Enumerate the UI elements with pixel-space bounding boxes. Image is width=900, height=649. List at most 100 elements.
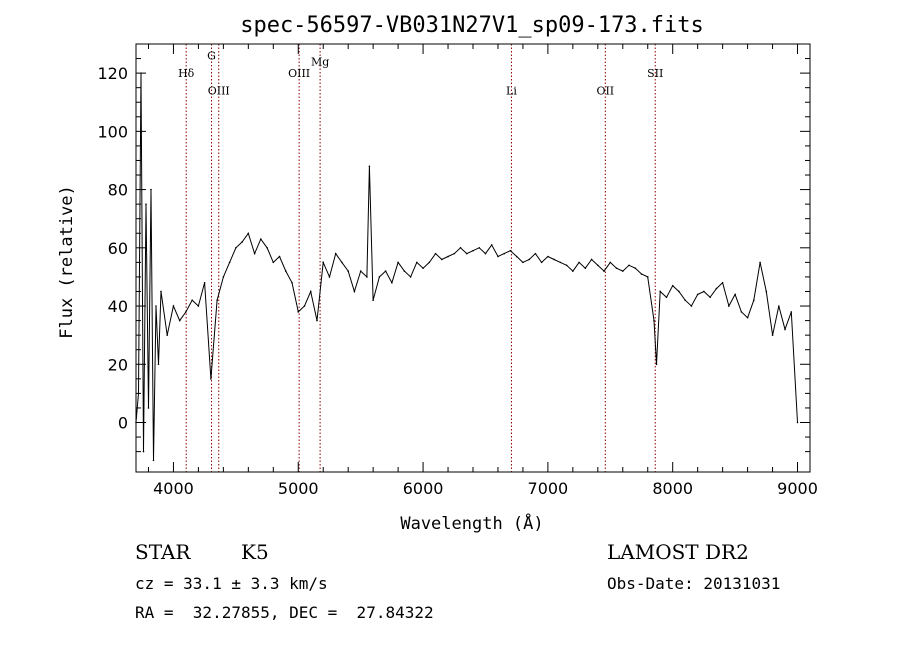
- flux-point: [703, 290, 705, 293]
- redshift-readout: cz = 33.1 ± 3.3 km/s: [135, 574, 328, 593]
- flux-point: [384, 270, 387, 272]
- flux-point: [603, 270, 605, 272]
- flux-point: [597, 264, 599, 267]
- flux-point: [572, 270, 574, 272]
- flux-point: [403, 270, 406, 272]
- spectral-line-label: OIII: [208, 85, 230, 98]
- flux-point: [484, 252, 487, 255]
- flux-point: [784, 328, 786, 331]
- spectral-line-label: OII: [596, 85, 614, 98]
- flux-point: [178, 319, 181, 322]
- flux-point: [235, 247, 237, 249]
- flux-line: [135, 73, 798, 461]
- flux-point: [353, 290, 356, 293]
- flux-point: [322, 261, 325, 264]
- flux-point: [428, 261, 431, 264]
- flux-point: [247, 232, 250, 235]
- flux-point: [253, 252, 256, 255]
- flux-point: [478, 247, 481, 249]
- flux-point: [628, 264, 630, 267]
- flux-point: [522, 261, 524, 264]
- y-tick-label: 20: [108, 355, 128, 374]
- flux-point: [459, 247, 462, 249]
- flux-point: [291, 281, 293, 284]
- flux-point: [528, 258, 530, 261]
- flux-point: [284, 270, 287, 272]
- flux-point: [590, 258, 593, 261]
- flux-point: [671, 284, 674, 287]
- flux-point: [278, 255, 281, 258]
- flux-point: [197, 305, 200, 307]
- x-tick-label: 8000: [652, 479, 693, 498]
- flux-point: [222, 276, 225, 278]
- flux-point: [465, 252, 468, 255]
- y-axis-label: Flux (relative): [57, 185, 77, 339]
- flux-point: [341, 261, 343, 264]
- y-tick-label: 120: [97, 64, 128, 83]
- flux-point: [609, 261, 612, 264]
- coordinates: RA = 32.27855, DEC = 27.84322: [135, 603, 434, 622]
- flux-point: [203, 281, 206, 284]
- flux-point: [397, 261, 399, 264]
- spectral-line-label: Mg: [311, 55, 329, 68]
- y-tick-label: 40: [108, 297, 128, 316]
- flux-series: [135, 72, 799, 462]
- axes: 4000 5000 6000 7000 8000 9000 0 20 40 60 80 100 120: [97, 44, 818, 498]
- flux-point: [715, 287, 718, 290]
- flux-point: [157, 363, 160, 366]
- flux-point: [678, 290, 680, 293]
- survey-name: LAMOST DR2: [607, 540, 749, 564]
- flux-point: [553, 258, 555, 261]
- flux-point: [150, 188, 152, 191]
- flux-point: [228, 261, 231, 264]
- flux-point: [260, 238, 262, 240]
- flux-point: [615, 267, 618, 269]
- flux-point: [640, 273, 643, 275]
- flux-point: [740, 311, 743, 313]
- flux-point: [453, 252, 456, 255]
- flux-point: [503, 252, 506, 255]
- flux-point: [734, 293, 736, 296]
- flux-point: [621, 270, 624, 272]
- flux-point: [409, 276, 412, 278]
- flux-point: [297, 311, 300, 313]
- x-tick-label: 4000: [153, 479, 194, 498]
- flux-point: [565, 264, 568, 267]
- flux-point: [447, 255, 449, 258]
- flux-point: [796, 421, 799, 424]
- flux-point: [696, 293, 699, 296]
- x-tick-label: 6000: [403, 479, 444, 498]
- flux-point: [152, 459, 155, 462]
- flux-point: [759, 261, 761, 264]
- x-tick-label: 7000: [528, 479, 569, 498]
- y-tick-label: 60: [108, 239, 128, 258]
- flux-point: [790, 311, 793, 313]
- chart-title: spec-56597-VB031N27V1_sp09-173.fits: [240, 13, 704, 38]
- flux-point: [690, 305, 693, 307]
- flux-point: [515, 255, 518, 258]
- flux-point: [578, 261, 580, 264]
- flux-point: [497, 255, 499, 258]
- flux-point: [347, 270, 349, 272]
- flux-point: [272, 261, 275, 264]
- flux-point: [303, 305, 306, 307]
- flux-point: [155, 305, 157, 307]
- flux-point: [559, 261, 562, 264]
- flux-point: [634, 267, 637, 269]
- flux-point: [334, 252, 337, 255]
- object-subclass: K5: [241, 540, 269, 564]
- flux-point: [659, 290, 662, 293]
- spectral-line-label: OIII: [288, 67, 310, 80]
- flux-point: [391, 281, 393, 284]
- flux-point: [709, 296, 711, 299]
- flux-point: [753, 299, 755, 302]
- flux-point: [359, 270, 362, 272]
- spectral-line-label: Hδ: [178, 67, 195, 80]
- flux-point: [771, 334, 774, 336]
- object-class: STAR: [135, 540, 191, 564]
- y-tick-label: 0: [118, 414, 128, 433]
- flux-point: [416, 261, 418, 264]
- flux-point: [142, 450, 145, 453]
